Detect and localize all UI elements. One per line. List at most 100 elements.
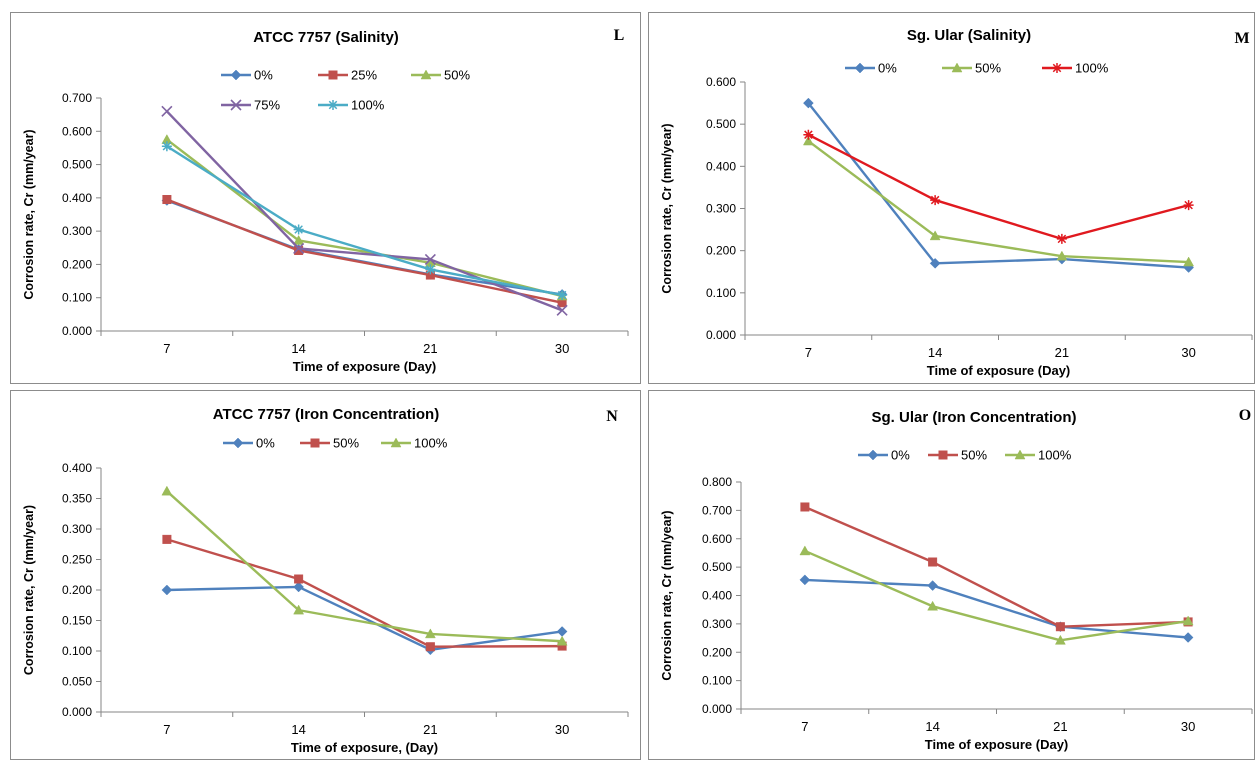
series-50pct	[161, 134, 568, 301]
x-tick-label: 7	[801, 719, 808, 734]
y-tick-label: 0.400	[702, 589, 732, 603]
y-tick-label: 0.250	[62, 553, 92, 567]
data-point-50pct	[1183, 256, 1195, 267]
legend-marker	[230, 69, 242, 81]
y-tick-label: 0.500	[702, 560, 732, 574]
legend-label: 50%	[961, 448, 987, 463]
x-tick-label: 30	[555, 341, 569, 356]
legend-label: 0%	[256, 436, 275, 451]
y-axis-label: Corrosion rate, Cr (mm/year)	[660, 510, 674, 680]
legend-item-50pct: 50%	[300, 436, 359, 451]
data-point-0pct	[803, 97, 814, 109]
y-tick-label: 0.000	[62, 705, 92, 719]
data-point-100pct	[1054, 634, 1066, 645]
series-line-50pct	[166, 538, 563, 648]
legend-marker	[867, 449, 879, 461]
series-line-0pct	[807, 102, 1189, 269]
legend-item-50pct: 50%	[942, 61, 1001, 76]
y-tick-label: 0.700	[702, 503, 732, 517]
legend-label: 75%	[254, 98, 280, 113]
y-tick-label: 0.150	[62, 614, 92, 628]
legend-label: 100%	[351, 98, 385, 113]
data-point-100pct	[293, 224, 304, 235]
series-line-100pct	[804, 549, 1189, 642]
legend-item-100pct: 100%	[318, 98, 385, 113]
legend-label: 100%	[414, 436, 448, 451]
y-tick-label: 0.200	[706, 244, 736, 258]
data-point-100pct	[293, 604, 305, 615]
legend-marker	[1052, 63, 1062, 73]
legend-label: 50%	[444, 68, 470, 83]
y-tick-label: 0.200	[62, 583, 92, 597]
series-50pct	[802, 135, 1195, 267]
legend-item-100pct: 100%	[1042, 61, 1109, 76]
y-tick-label: 0.300	[62, 522, 92, 536]
x-tick-label: 30	[555, 722, 569, 737]
y-tick-label: 0.800	[702, 475, 732, 489]
series-line-25pct	[166, 198, 563, 304]
line-chart: ATCC 7757 (Iron Concentration) N 0.000 0.05…	[22, 406, 629, 755]
chart-title: Sg. Ular (Salinity)	[907, 27, 1031, 44]
data-point-0pct	[927, 580, 938, 591]
data-point-100pct	[161, 485, 173, 496]
x-tick-label: 7	[163, 341, 170, 356]
line-chart: Sg. Ular (Iron Concentration) O 0.000 0.100…	[660, 407, 1253, 752]
series-100pct	[161, 141, 568, 301]
legend-label: 0%	[891, 448, 910, 463]
data-point-50pct	[800, 502, 810, 512]
legend-label: 0%	[878, 61, 897, 76]
data-point-50pct	[162, 534, 172, 544]
data-point-100pct	[1183, 200, 1194, 211]
legend-marker	[390, 437, 402, 448]
legend-marker	[230, 99, 242, 111]
legend-item-0pct: 0%	[845, 61, 897, 76]
legend-item-50pct: 50%	[411, 68, 470, 83]
data-point-100pct	[930, 195, 941, 206]
line-chart: ATCC 7757 (Salinity) L 0.000 0.100 0.200 0.30…	[22, 27, 629, 374]
chart-title: ATCC 7757 (Iron Concentration)	[213, 406, 439, 423]
data-point-75pct	[293, 242, 305, 255]
legend-item-25pct: 25%	[318, 68, 377, 83]
data-point-100pct	[161, 141, 172, 152]
legend-label: 100%	[1075, 61, 1109, 76]
y-tick-label: 0.100	[62, 291, 92, 305]
y-tick-label: 0.400	[62, 191, 92, 205]
data-point-100pct	[799, 545, 811, 556]
series-line-100pct	[166, 145, 563, 297]
y-tick-label: 0.600	[702, 532, 732, 546]
series-75pct	[161, 105, 568, 316]
x-axis-label: Time of exposure (Day)	[927, 363, 1071, 378]
data-point-50pct	[802, 135, 814, 146]
legend-marker	[232, 437, 244, 449]
x-tick-label: 7	[805, 345, 812, 360]
panel-label: L	[614, 27, 625, 44]
chart-title: Sg. Ular (Iron Concentration)	[871, 409, 1076, 426]
y-tick-label: 0.000	[702, 702, 732, 716]
y-tick-label: 0.300	[702, 617, 732, 631]
legend-label: 0%	[254, 68, 273, 83]
series-line-50pct	[166, 138, 563, 298]
x-tick-label: 30	[1181, 719, 1195, 734]
y-tick-label: 0.000	[706, 328, 736, 342]
x-tick-label: 21	[423, 341, 437, 356]
data-point-0pct	[161, 584, 173, 596]
legend-marker	[310, 438, 320, 448]
series-line-0pct	[166, 585, 563, 651]
data-point-25pct	[294, 245, 304, 255]
legend-label: 25%	[351, 68, 377, 83]
x-axis-label: Time of exposure (Day)	[925, 737, 1069, 752]
chart-panel-atcc-salinity: ATCC 7757 (Salinity) L 0.000 0.100 0.200 0.30…	[10, 12, 641, 384]
data-point-75pct	[161, 105, 173, 117]
chart-title: ATCC 7757 (Salinity)	[253, 29, 399, 46]
data-point-50pct	[1056, 250, 1068, 261]
series-25pct	[162, 195, 567, 308]
y-tick-label: 0.000	[62, 324, 92, 338]
data-point-0pct	[556, 626, 568, 637]
x-tick-label: 14	[928, 345, 942, 360]
series-0pct	[799, 574, 1194, 643]
legend-marker	[938, 450, 948, 460]
y-axis-label: Corrosion rate, Cr (mm/year)	[22, 129, 36, 299]
chart-panel-sgular-iron: Sg. Ular (Iron Concentration) O 0.000 0.100…	[648, 390, 1255, 760]
data-point-0pct	[799, 574, 811, 586]
data-point-50pct	[1055, 622, 1065, 632]
